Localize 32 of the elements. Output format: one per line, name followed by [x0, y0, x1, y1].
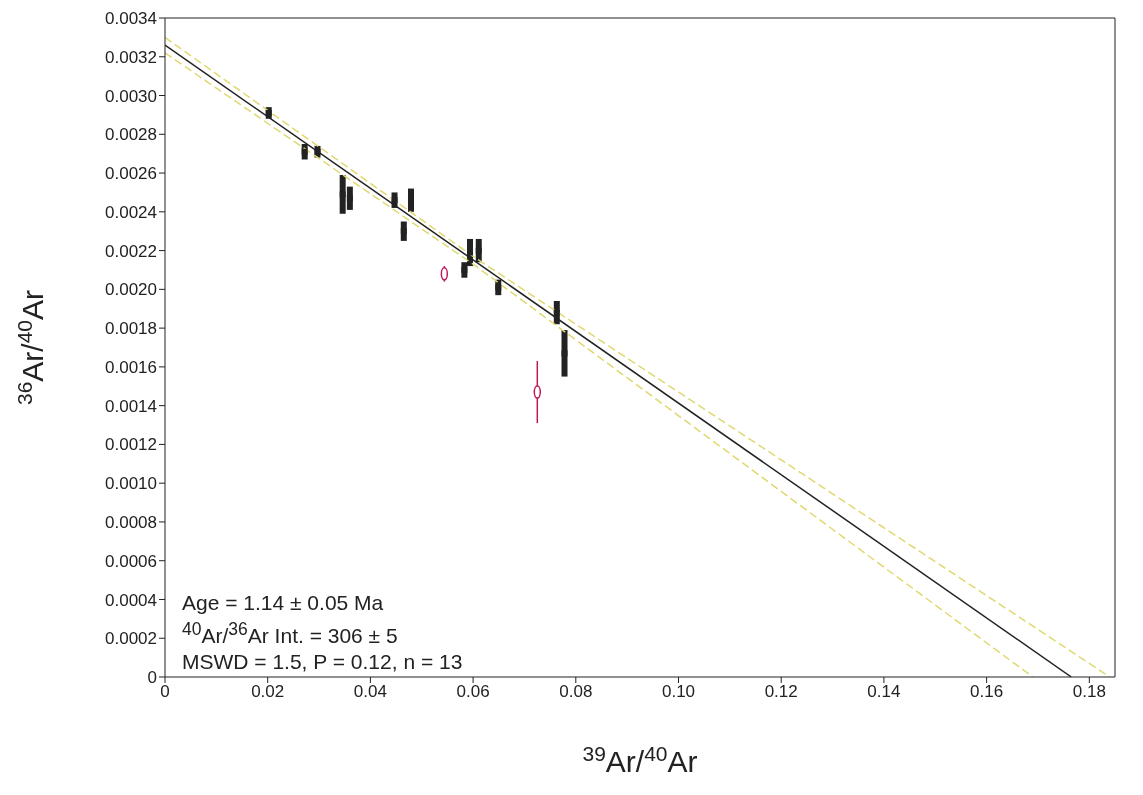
x-tick-label: 0.10 — [661, 682, 696, 702]
x-tick-label: 0 — [160, 682, 170, 702]
y-tick-label: 0.0030 — [105, 86, 157, 106]
y-tick-label: 0 — [147, 668, 157, 688]
y-tick-label: 0.0022 — [105, 241, 157, 261]
x-tick-label: 0.04 — [353, 682, 387, 702]
x-tick-label: 0.02 — [251, 682, 285, 702]
x-tick-label: 0.14 — [867, 682, 901, 702]
y-tick-label: 0.0016 — [105, 357, 157, 377]
x-tick-label: 0.08 — [559, 682, 593, 702]
y-tick-label: 0.0024 — [105, 202, 157, 222]
y-tick-label: 0.0026 — [105, 164, 157, 184]
y-tick-label: 0.0004 — [105, 590, 157, 610]
x-tick-label: 0.06 — [456, 682, 490, 702]
y-tick-label: 0.0032 — [105, 47, 157, 67]
y-tick-label: 0.0018 — [105, 319, 157, 339]
y-tick-label: 0.0006 — [105, 551, 157, 571]
annotation: Age = 1.14 ± 0.05 Ma — [182, 590, 385, 616]
y-tick-label: 0.0008 — [105, 512, 157, 532]
y-tick-label: 0.0028 — [105, 125, 157, 145]
annotation: $^{40}$Ar/$^{36}$Ar Int. = 306 ± 5 — [182, 618, 399, 649]
y-tick-label: 0.0014 — [105, 396, 157, 416]
y-tick-label: 0.0034 — [105, 9, 157, 29]
y-tick-label: 0.0012 — [105, 435, 157, 455]
annotation: MSWD = 1.5, P = 0.12, n = 13 — [182, 649, 463, 675]
x-tick-label: 0.16 — [970, 682, 1004, 702]
y-tick-label: 0.0010 — [105, 474, 157, 494]
x-tick-label: 0.18 — [1072, 682, 1106, 702]
x-tick-label: 0.12 — [764, 682, 798, 702]
y-tick-label: 0.0020 — [105, 280, 157, 300]
x-axis-title: $^{39}$Ar/$^{40}$Ar — [582, 741, 698, 778]
y-tick-label: 0.0002 — [105, 629, 157, 649]
